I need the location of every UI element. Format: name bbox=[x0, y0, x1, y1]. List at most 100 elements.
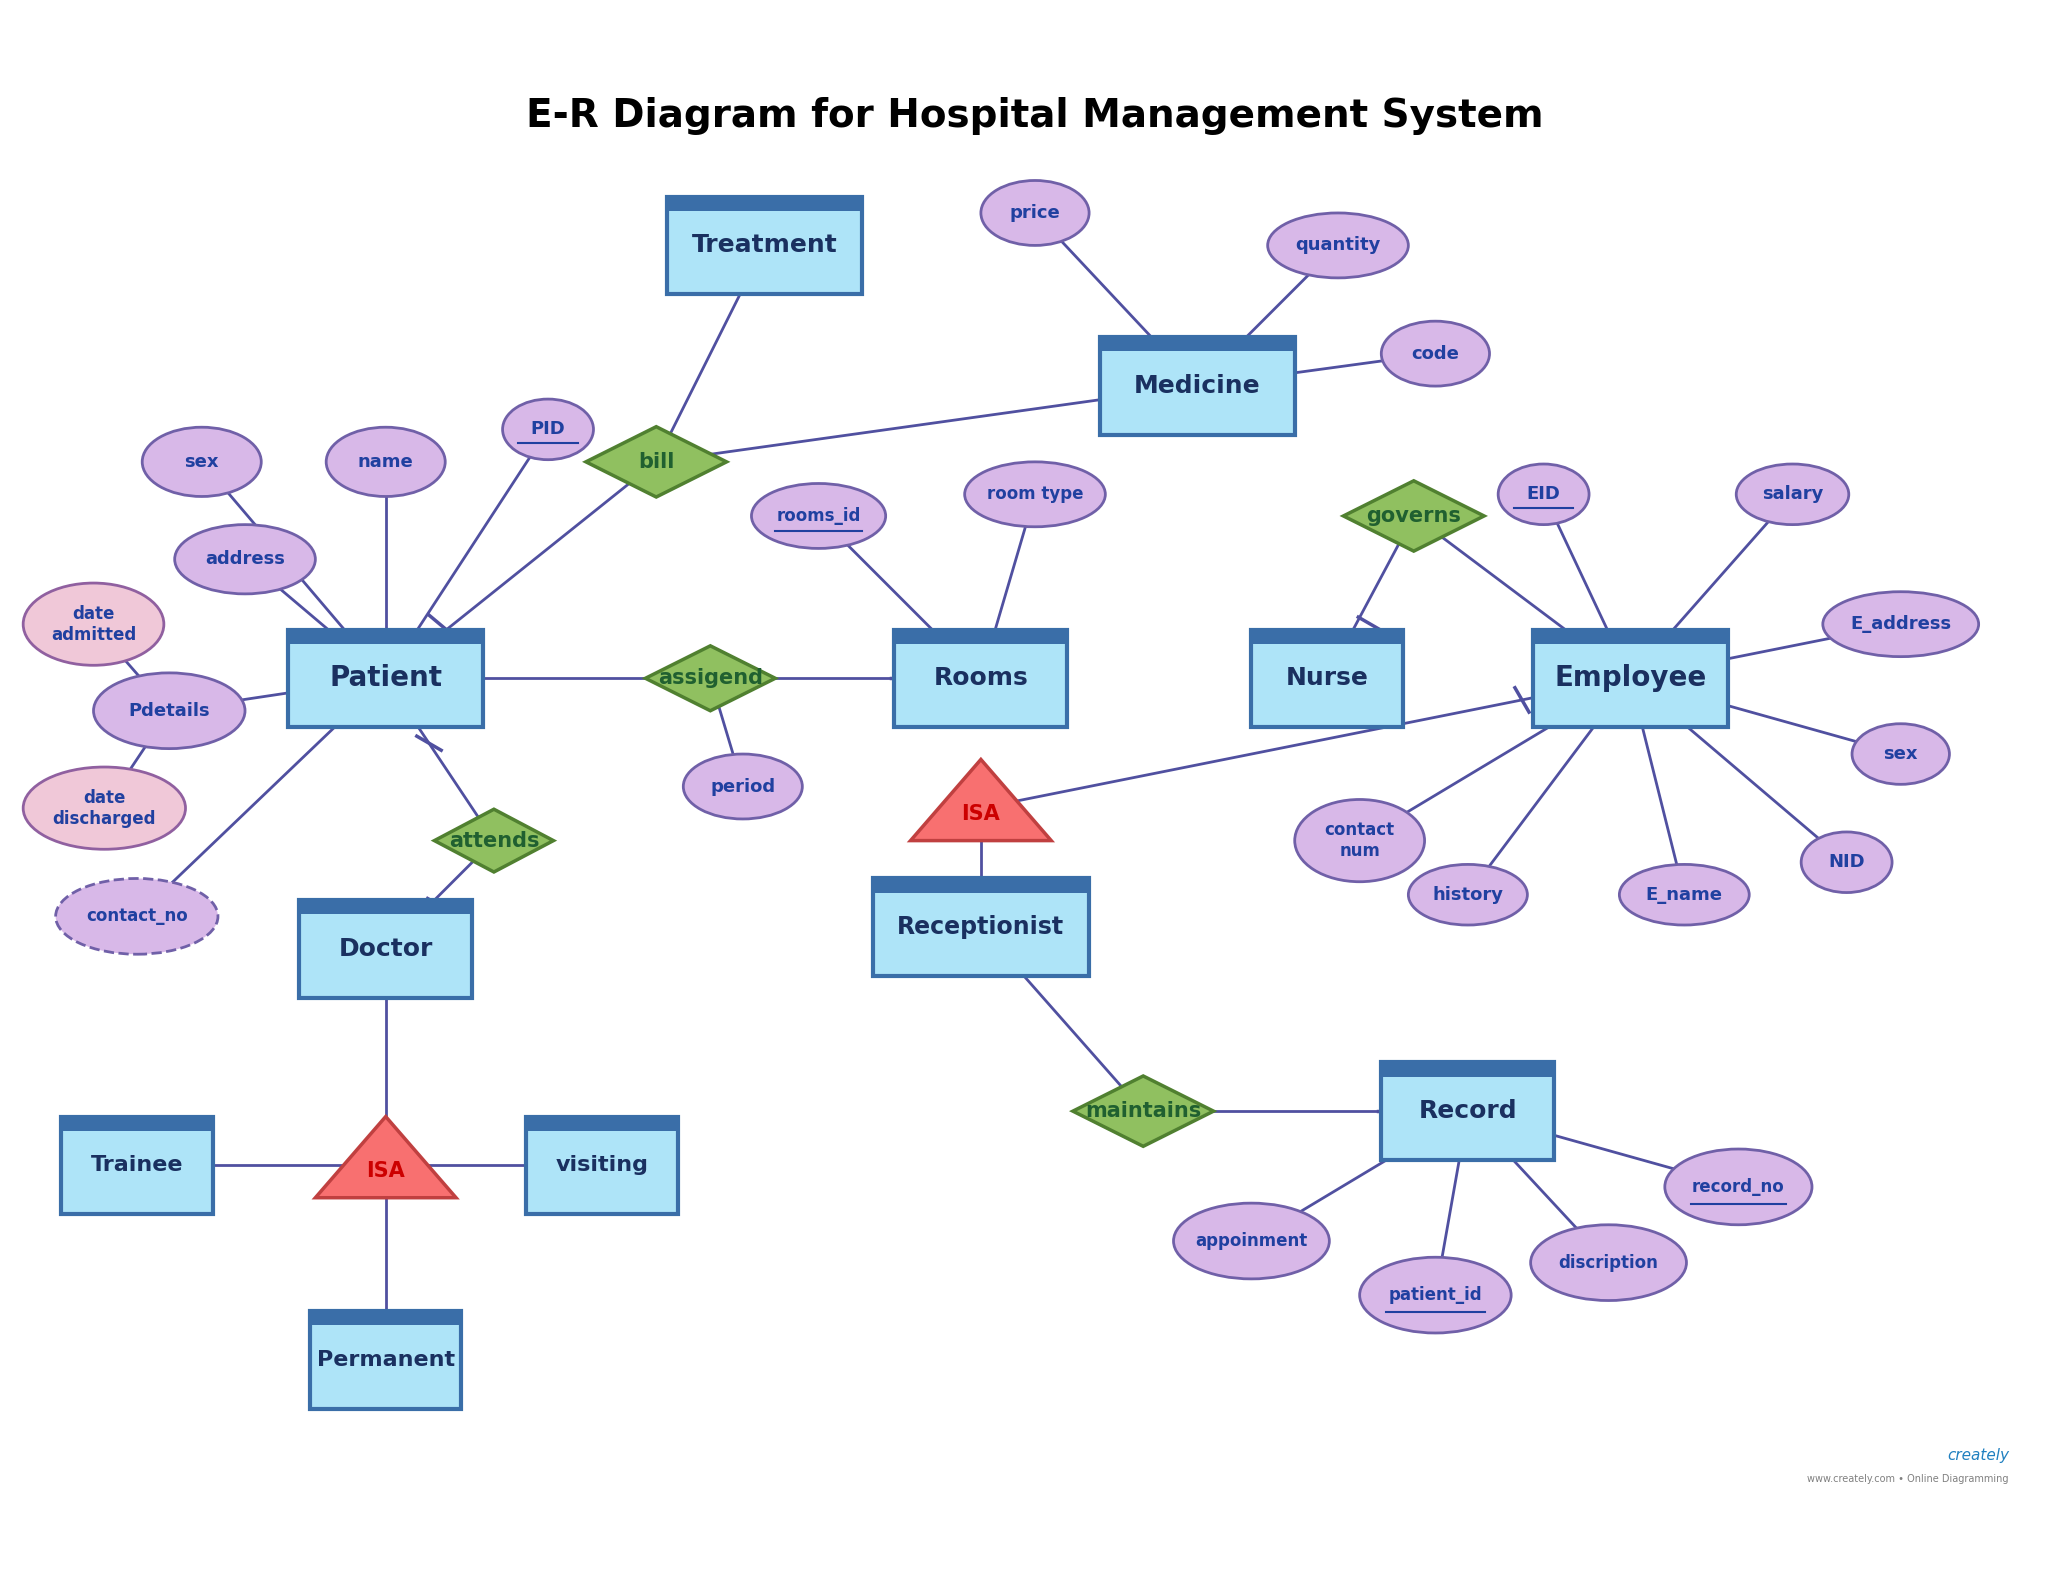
Text: name: name bbox=[358, 453, 414, 470]
Text: Receptionist: Receptionist bbox=[896, 915, 1064, 939]
FancyBboxPatch shape bbox=[1099, 337, 1294, 351]
FancyBboxPatch shape bbox=[526, 1117, 677, 1131]
Ellipse shape bbox=[1499, 464, 1590, 525]
FancyBboxPatch shape bbox=[300, 900, 472, 997]
Ellipse shape bbox=[683, 753, 803, 820]
FancyBboxPatch shape bbox=[894, 629, 1068, 727]
Ellipse shape bbox=[143, 428, 261, 497]
Text: ISA: ISA bbox=[963, 804, 1000, 824]
Text: Nurse: Nurse bbox=[1285, 667, 1368, 691]
Text: sex: sex bbox=[184, 453, 219, 470]
Text: quantity: quantity bbox=[1296, 236, 1381, 255]
FancyBboxPatch shape bbox=[667, 197, 861, 211]
Text: Treatment: Treatment bbox=[691, 233, 838, 258]
FancyBboxPatch shape bbox=[288, 629, 482, 727]
Text: visiting: visiting bbox=[555, 1155, 648, 1175]
Ellipse shape bbox=[1267, 212, 1408, 278]
Ellipse shape bbox=[751, 483, 886, 549]
Text: attends: attends bbox=[449, 831, 538, 851]
Ellipse shape bbox=[1664, 1148, 1811, 1225]
Polygon shape bbox=[435, 809, 553, 871]
Text: NID: NID bbox=[1828, 853, 1865, 871]
Ellipse shape bbox=[23, 584, 164, 665]
Text: date
discharged: date discharged bbox=[52, 788, 155, 827]
FancyBboxPatch shape bbox=[1381, 1062, 1555, 1159]
Ellipse shape bbox=[1408, 865, 1528, 925]
Text: Permanent: Permanent bbox=[317, 1350, 455, 1370]
Polygon shape bbox=[315, 1117, 455, 1197]
FancyBboxPatch shape bbox=[894, 629, 1068, 643]
FancyBboxPatch shape bbox=[1532, 629, 1728, 643]
Ellipse shape bbox=[1530, 1225, 1687, 1301]
Text: www.creately.com • Online Diagramming: www.creately.com • Online Diagramming bbox=[1807, 1474, 2010, 1485]
Ellipse shape bbox=[1360, 1257, 1511, 1332]
Ellipse shape bbox=[93, 673, 244, 749]
Polygon shape bbox=[911, 760, 1052, 840]
FancyBboxPatch shape bbox=[1099, 337, 1294, 434]
Text: Rooms: Rooms bbox=[934, 667, 1029, 691]
Text: E_name: E_name bbox=[1646, 886, 1722, 904]
Ellipse shape bbox=[327, 428, 445, 497]
Text: PID: PID bbox=[530, 420, 565, 439]
Text: appoinment: appoinment bbox=[1194, 1232, 1308, 1251]
Polygon shape bbox=[586, 426, 727, 497]
Text: assigend: assigend bbox=[658, 669, 764, 689]
Text: period: period bbox=[710, 777, 776, 796]
Ellipse shape bbox=[1824, 591, 1979, 656]
FancyBboxPatch shape bbox=[60, 1117, 213, 1131]
Text: maintains: maintains bbox=[1085, 1101, 1201, 1122]
FancyBboxPatch shape bbox=[874, 878, 1089, 975]
FancyBboxPatch shape bbox=[1252, 629, 1403, 727]
Ellipse shape bbox=[1801, 832, 1892, 892]
FancyBboxPatch shape bbox=[1381, 1062, 1555, 1076]
Text: room type: room type bbox=[987, 486, 1083, 503]
Text: Employee: Employee bbox=[1555, 664, 1706, 692]
Text: Doctor: Doctor bbox=[339, 938, 433, 961]
Text: address: address bbox=[205, 551, 286, 568]
Text: date
admitted: date admitted bbox=[52, 604, 137, 643]
Text: Record: Record bbox=[1418, 1100, 1517, 1123]
Text: Pdetails: Pdetails bbox=[128, 702, 209, 720]
Ellipse shape bbox=[1853, 724, 1950, 785]
Text: ISA: ISA bbox=[366, 1161, 406, 1181]
Ellipse shape bbox=[1619, 865, 1749, 925]
FancyBboxPatch shape bbox=[300, 900, 472, 914]
Ellipse shape bbox=[503, 400, 594, 459]
Text: rooms_id: rooms_id bbox=[776, 507, 861, 525]
Text: E-R Diagram for Hospital Management System: E-R Diagram for Hospital Management Syst… bbox=[526, 96, 1544, 135]
Text: Trainee: Trainee bbox=[91, 1155, 182, 1175]
Text: creately: creately bbox=[1948, 1447, 2010, 1463]
Text: EID: EID bbox=[1528, 486, 1561, 503]
Ellipse shape bbox=[23, 768, 186, 849]
Text: contact
num: contact num bbox=[1325, 821, 1395, 860]
Text: E_address: E_address bbox=[1851, 615, 1952, 634]
Text: contact_no: contact_no bbox=[87, 908, 188, 925]
Ellipse shape bbox=[981, 181, 1089, 245]
Ellipse shape bbox=[1294, 799, 1424, 882]
FancyBboxPatch shape bbox=[667, 197, 861, 294]
Text: discription: discription bbox=[1559, 1254, 1658, 1271]
Ellipse shape bbox=[965, 462, 1105, 527]
Text: code: code bbox=[1412, 344, 1459, 363]
Text: Patient: Patient bbox=[329, 664, 443, 692]
Polygon shape bbox=[646, 647, 776, 711]
Text: governs: governs bbox=[1366, 507, 1461, 525]
FancyBboxPatch shape bbox=[874, 878, 1089, 892]
Text: Medicine: Medicine bbox=[1134, 374, 1261, 398]
FancyBboxPatch shape bbox=[60, 1117, 213, 1214]
Ellipse shape bbox=[1737, 464, 1849, 525]
Text: patient_id: patient_id bbox=[1389, 1287, 1482, 1304]
FancyBboxPatch shape bbox=[1532, 629, 1728, 727]
Ellipse shape bbox=[56, 878, 217, 955]
Text: bill: bill bbox=[638, 451, 675, 472]
Polygon shape bbox=[1072, 1076, 1213, 1147]
Text: history: history bbox=[1432, 886, 1503, 904]
Polygon shape bbox=[1343, 481, 1484, 551]
Ellipse shape bbox=[1174, 1203, 1329, 1279]
FancyBboxPatch shape bbox=[310, 1312, 462, 1409]
FancyBboxPatch shape bbox=[526, 1117, 677, 1214]
Ellipse shape bbox=[1381, 321, 1490, 385]
Ellipse shape bbox=[174, 525, 315, 595]
FancyBboxPatch shape bbox=[310, 1312, 462, 1326]
FancyBboxPatch shape bbox=[1252, 629, 1403, 643]
